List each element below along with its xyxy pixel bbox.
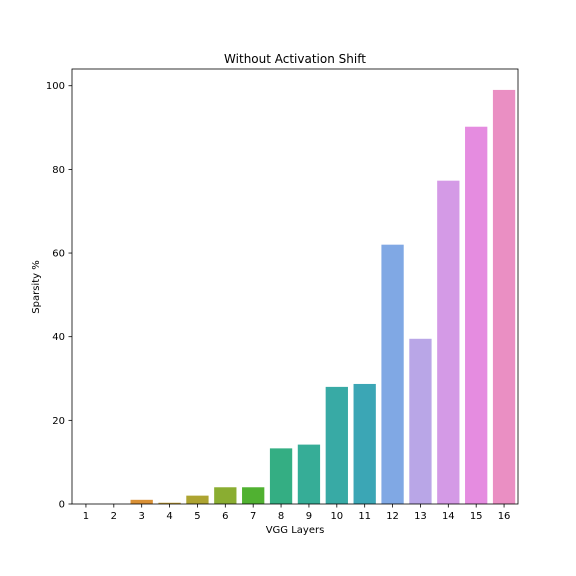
bar-layer-8: [270, 448, 292, 504]
x-axis: 1 2 3 4 5 6 7 8 9 10 11 12 13 14 15 16: [83, 504, 511, 522]
x-tick-label: 8: [278, 511, 284, 522]
bar-layer-16: [493, 90, 515, 504]
y-tick-label: 80: [52, 165, 65, 176]
x-tick-label: 12: [386, 511, 399, 522]
x-tick-label: 1: [83, 511, 89, 522]
bars-group: [131, 90, 516, 504]
x-tick-label: 14: [442, 511, 455, 522]
chart-title: Without Activation Shift: [224, 52, 366, 66]
x-tick-label: 9: [306, 511, 312, 522]
x-axis-label: VGG Layers: [266, 525, 325, 536]
x-tick-label: 5: [194, 511, 200, 522]
bar-layer-7: [242, 487, 264, 504]
x-tick-label: 3: [139, 511, 145, 522]
y-tick-label: 40: [52, 332, 65, 343]
bar-layer-5: [186, 496, 208, 504]
bar-layer-11: [354, 384, 376, 504]
x-tick-label: 11: [358, 511, 371, 522]
bar-layer-13: [409, 339, 431, 504]
y-axis-label: Sparsity %: [31, 260, 42, 313]
y-tick-label: 0: [59, 500, 65, 511]
x-tick-label: 10: [330, 511, 343, 522]
bar-layer-9: [298, 445, 320, 504]
bar-layer-15: [465, 127, 487, 504]
y-tick-label: 20: [52, 416, 65, 427]
y-tick-label: 60: [52, 249, 65, 260]
bar-layer-3: [131, 500, 153, 504]
bar-layer-6: [214, 487, 236, 504]
y-tick-label: 100: [46, 81, 65, 92]
bar-layer-12: [381, 245, 403, 504]
y-axis: 0 20 40 60 80 100: [46, 81, 72, 510]
bar-layer-10: [326, 387, 348, 504]
bar-layer-14: [437, 181, 459, 504]
x-tick-label: 16: [498, 511, 511, 522]
x-tick-label: 4: [166, 511, 172, 522]
x-tick-label: 13: [414, 511, 427, 522]
x-tick-label: 7: [250, 511, 256, 522]
x-tick-label: 2: [111, 511, 117, 522]
x-tick-label: 15: [470, 511, 483, 522]
x-tick-label: 6: [222, 511, 228, 522]
